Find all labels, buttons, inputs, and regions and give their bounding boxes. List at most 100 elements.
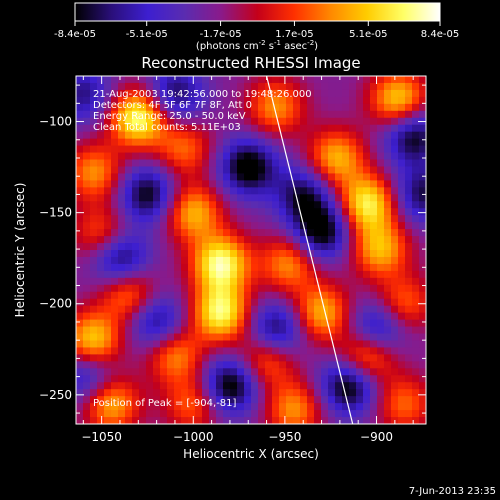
- heatmap-cell: [342, 222, 350, 230]
- heatmap-cell: [300, 319, 308, 328]
- heatmap-cell: [132, 312, 140, 321]
- heatmap-cell: [139, 187, 147, 195]
- heatmap-cell: [328, 417, 336, 424]
- heatmap-cell: [251, 145, 259, 154]
- heatmap-cell: [83, 354, 91, 362]
- heatmap-cell: [90, 166, 98, 175]
- heatmap-cell: [272, 312, 280, 321]
- heatmap-cell: [391, 117, 399, 126]
- heatmap-cell: [188, 222, 196, 230]
- heatmap-cell: [83, 319, 91, 328]
- heatmap-cell: [195, 173, 203, 181]
- heatmap-cell: [363, 354, 371, 362]
- heatmap-cell: [188, 291, 196, 300]
- heatmap-cell: [181, 291, 189, 300]
- heatmap-cell: [97, 187, 105, 195]
- heatmap-cell: [265, 89, 273, 98]
- heatmap-cell: [160, 173, 168, 181]
- heatmap-cell: [377, 319, 385, 328]
- heatmap-cell: [139, 250, 147, 258]
- heatmap-cell: [237, 403, 245, 411]
- heatmap-cell: [286, 96, 294, 105]
- heatmap-cell: [293, 250, 301, 258]
- heatmap-cell: [223, 277, 231, 286]
- heatmap-cell: [363, 145, 371, 154]
- heatmap-cell: [118, 76, 126, 84]
- heatmap-cell: [391, 201, 399, 209]
- heatmap-cell: [146, 76, 154, 84]
- heatmap-cell: [244, 215, 252, 223]
- heatmap-cell: [370, 89, 378, 98]
- heatmap-cell: [335, 194, 343, 202]
- heatmap-cell: [216, 222, 224, 230]
- heatmap-cell: [272, 375, 280, 383]
- heatmap-cell: [118, 354, 126, 362]
- heatmap-cell: [398, 110, 406, 119]
- heatmap-cell: [384, 256, 392, 265]
- heatmap-cell: [398, 389, 406, 397]
- heatmap-cell: [300, 103, 308, 112]
- heatmap-cell: [167, 291, 175, 300]
- heatmap-cell: [146, 187, 154, 195]
- heatmap-cell: [349, 76, 357, 84]
- heatmap-cell: [216, 89, 224, 98]
- heatmap-cell: [188, 138, 196, 147]
- heatmap-cell: [146, 180, 154, 188]
- heatmap-cell: [328, 166, 336, 175]
- heatmap-cell: [314, 76, 322, 84]
- heatmap-cell: [258, 208, 266, 216]
- heatmap-cell: [405, 187, 413, 195]
- heatmap-cell: [223, 124, 231, 133]
- heatmap-cell: [377, 152, 385, 161]
- heatmap-cell: [384, 375, 392, 383]
- heatmap-cell: [216, 277, 224, 286]
- heatmap-cell: [104, 305, 112, 314]
- heatmap-cell: [356, 236, 364, 244]
- heatmap-cell: [209, 152, 217, 161]
- heatmap-cell: [349, 145, 357, 154]
- heatmap-cell: [377, 382, 385, 390]
- heatmap-cell: [244, 340, 252, 349]
- heatmap-cell: [391, 187, 399, 195]
- heatmap-cell: [307, 201, 315, 209]
- heatmap-cell: [363, 166, 371, 175]
- heatmap-cell: [286, 243, 294, 251]
- heatmap-cell: [125, 222, 133, 230]
- heatmap-cell: [342, 389, 350, 397]
- heatmap-cell: [265, 201, 273, 209]
- heatmap-cell: [125, 110, 133, 119]
- heatmap-cell: [251, 396, 259, 404]
- heatmap-cell: [398, 403, 406, 411]
- heatmap-cell: [237, 215, 245, 223]
- heatmap-cell: [104, 291, 112, 300]
- heatmap-cell: [209, 166, 217, 175]
- heatmap-cell: [342, 347, 350, 355]
- heatmap-cell: [286, 396, 294, 404]
- heatmap-cell: [230, 368, 238, 376]
- heatmap-cell: [174, 375, 182, 383]
- heatmap-cell: [279, 410, 287, 418]
- heatmap-cell: [342, 403, 350, 411]
- heatmap-cell: [377, 340, 385, 349]
- heatmap-cell: [216, 103, 224, 112]
- heatmap-cell: [405, 180, 413, 188]
- heatmap-cell: [272, 138, 280, 147]
- heatmap-cell: [321, 138, 329, 147]
- heatmap-cell: [391, 152, 399, 161]
- heatmap-cell: [300, 180, 308, 188]
- heatmap-cell: [174, 291, 182, 300]
- heatmap-cell: [153, 229, 161, 237]
- heatmap-cell: [391, 194, 399, 202]
- heatmap-cell: [188, 131, 196, 140]
- heatmap-cell: [244, 263, 252, 272]
- heatmap-cell: [335, 124, 343, 133]
- heatmap-cell: [265, 361, 273, 369]
- heatmap-cell: [195, 89, 203, 98]
- heatmap-cell: [202, 222, 210, 230]
- heatmap-cell: [111, 96, 119, 105]
- heatmap-cell: [181, 243, 189, 251]
- heatmap-cell: [286, 145, 294, 154]
- heatmap-cell: [405, 263, 413, 272]
- heatmap-cell: [76, 375, 84, 383]
- heatmap-cell: [104, 277, 112, 286]
